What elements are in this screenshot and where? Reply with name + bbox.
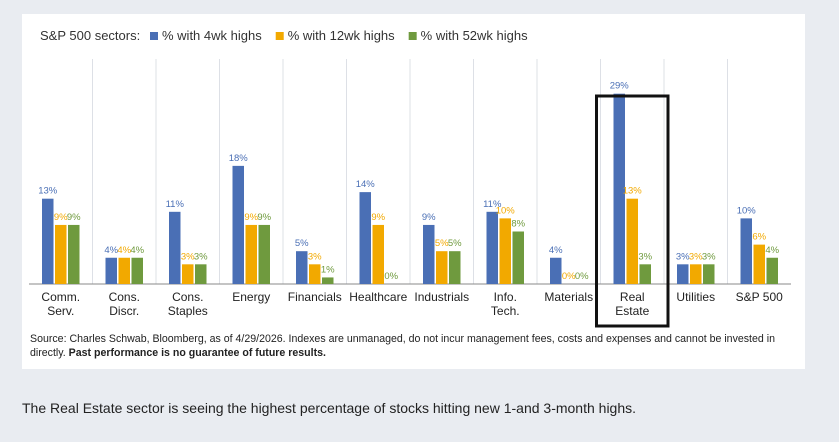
data-label-cons-staples-2: 3% — [181, 251, 195, 262]
category-label-utilities: Utilities — [676, 290, 715, 304]
bar-industrials-3 — [449, 251, 461, 284]
bar-utilities-2 — [690, 264, 702, 284]
chart-title: S&P 500 sectors: — [40, 28, 140, 43]
data-label-real-estate-2: 13% — [623, 186, 643, 197]
data-label-healthcare-2: 9% — [371, 212, 385, 223]
data-label-comm-serv-3: 9% — [67, 212, 81, 223]
bar-cons-discr-1 — [105, 257, 117, 284]
data-label-utilities-3: 3% — [702, 251, 716, 262]
data-label-industrials-2: 5% — [435, 238, 449, 249]
bar-utilities-1 — [677, 264, 689, 284]
sector-highs-chart: S&P 500 sectors: % with 4wk highs % with 1… — [29, 28, 791, 328]
data-label-energy-3: 9% — [257, 212, 271, 223]
data-label-s-p-500-3: 4% — [765, 245, 779, 256]
legend-swatch-1 — [150, 32, 158, 40]
bar-s-p-500-3 — [766, 257, 778, 284]
data-label-comm-serv-1: 13% — [38, 186, 58, 197]
data-label-industrials-3: 5% — [448, 238, 462, 249]
data-label-comm-serv-2: 9% — [54, 212, 68, 223]
data-label-real-estate-3: 3% — [638, 251, 652, 262]
legend-swatch-3 — [408, 32, 417, 40]
legend-label-1: % with 4wk highs — [162, 28, 262, 43]
bar-s-p-500-1 — [740, 218, 752, 284]
data-label-financials-1: 5% — [295, 238, 309, 249]
data-label-financials-2: 3% — [308, 251, 322, 262]
category-label-financials: Financials — [288, 290, 342, 304]
data-label-energy-2: 9% — [244, 212, 258, 223]
data-label-cons-discr-1: 4% — [104, 245, 118, 256]
category-label-comm-serv: Comm. Serv. — [41, 290, 80, 318]
bar-info-tech-1 — [486, 211, 498, 284]
category-label-materials: Materials — [544, 290, 593, 304]
bar-comm-serv-1 — [42, 198, 54, 284]
bar-financials-2 — [309, 264, 321, 284]
bar-financials-3 — [322, 277, 334, 284]
bar-info-tech-3 — [512, 231, 524, 284]
category-label-s-p-500: S&P 500 — [736, 290, 783, 304]
data-label-info-tech-2: 10% — [496, 205, 516, 216]
data-label-info-tech-1: 11% — [483, 199, 502, 210]
source-text: Source: Charles Schwab, Bloomberg, as of… — [30, 333, 775, 359]
data-label-materials-2: 0% — [562, 271, 576, 282]
bar-healthcare-1 — [359, 192, 371, 284]
bar-financials-1 — [296, 251, 308, 284]
bar-comm-serv-3 — [68, 224, 80, 284]
bar-real-estate-3 — [639, 264, 651, 284]
legend-label-2: % with 12wk highs — [288, 28, 395, 43]
category-label-energy: Energy — [232, 290, 270, 304]
category-label-cons-discr: Cons. Discr. — [109, 290, 140, 318]
bar-energy-3 — [258, 224, 270, 284]
chart-card: S&P 500 sectors: % with 4wk highs % with 1… — [22, 14, 805, 369]
data-label-cons-staples-3: 3% — [194, 251, 208, 262]
bar-industrials-1 — [423, 224, 435, 284]
bar-comm-serv-2 — [55, 224, 67, 284]
data-label-energy-1: 18% — [229, 153, 249, 164]
data-label-s-p-500-1: 10% — [737, 205, 757, 216]
data-label-financials-3: 1% — [321, 264, 335, 275]
data-label-real-estate-1: 29% — [610, 81, 630, 92]
category-label-cons-staples: Cons. Staples — [168, 290, 208, 318]
data-label-utilities-1: 3% — [676, 251, 690, 262]
bar-energy-1 — [232, 165, 244, 284]
data-label-healthcare-3: 0% — [384, 271, 398, 282]
category-label-real-estate: Real Estate — [615, 290, 649, 318]
bar-cons-staples-1 — [169, 211, 181, 284]
data-label-cons-discr-3: 4% — [130, 245, 144, 256]
bar-utilities-3 — [703, 264, 715, 284]
data-label-industrials-1: 9% — [422, 212, 436, 223]
bar-cons-staples-3 — [195, 264, 207, 284]
bar-real-estate-2 — [626, 198, 638, 284]
bar-materials-1 — [550, 257, 562, 284]
bar-cons-discr-3 — [131, 257, 143, 284]
bar-cons-discr-2 — [118, 257, 130, 284]
chart-caption: The Real Estate sector is seeing the hig… — [22, 400, 637, 416]
data-label-materials-3: 0% — [575, 271, 589, 282]
data-label-cons-discr-2: 4% — [117, 245, 131, 256]
data-label-healthcare-1: 14% — [356, 179, 376, 190]
data-label-utilities-2: 3% — [689, 251, 703, 262]
bar-cons-staples-2 — [182, 264, 194, 284]
legend-label-3: % with 52wk highs — [421, 28, 528, 43]
category-label-healthcare: Healthcare — [349, 290, 407, 304]
bar-s-p-500-2 — [753, 244, 765, 284]
highlight-box — [595, 94, 670, 328]
data-label-s-p-500-2: 6% — [752, 232, 766, 243]
data-label-info-tech-3: 8% — [511, 219, 525, 230]
data-label-materials-1: 4% — [549, 245, 563, 256]
performance-disclaimer: Past performance is no guarantee of futu… — [68, 347, 326, 359]
legend-swatch-2 — [275, 32, 284, 40]
bar-industrials-2 — [436, 251, 448, 284]
data-label-cons-staples-1: 11% — [166, 199, 185, 210]
bar-real-estate-1 — [613, 93, 625, 284]
bar-healthcare-2 — [372, 224, 384, 284]
category-label-info-tech: Info. Tech. — [491, 290, 520, 318]
source-note: Source: Charles Schwab, Bloomberg, as of… — [30, 332, 790, 360]
bar-info-tech-2 — [499, 218, 511, 284]
category-label-industrials: Industrials — [414, 290, 469, 304]
bar-energy-2 — [245, 224, 257, 284]
